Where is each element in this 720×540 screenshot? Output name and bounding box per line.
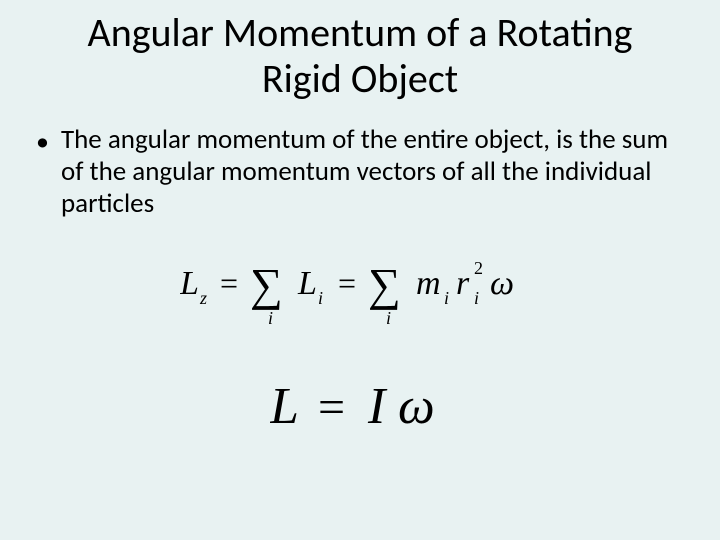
svg-text:i: i: [444, 288, 449, 308]
svg-text:∑: ∑: [368, 259, 401, 310]
bullet-marker: •: [36, 126, 49, 157]
svg-text:L: L: [270, 378, 299, 435]
svg-text:L: L: [297, 265, 317, 302]
svg-text:r: r: [456, 265, 470, 302]
svg-text:z: z: [199, 288, 207, 308]
svg-text:=: =: [318, 381, 345, 434]
svg-text:2: 2: [474, 258, 483, 278]
svg-text:m: m: [416, 265, 441, 302]
svg-text:i: i: [318, 288, 323, 308]
svg-text:=: =: [220, 265, 238, 301]
svg-text:i: i: [474, 288, 479, 308]
svg-text:I: I: [367, 378, 388, 435]
svg-text:L: L: [180, 265, 199, 302]
svg-text:i: i: [268, 308, 273, 328]
svg-text:ω: ω: [490, 265, 514, 302]
equation-l-iomega: L = I ω: [30, 373, 690, 448]
equation-sum: L z = ∑ i L i = ∑ i m i r i: [30, 250, 690, 337]
svg-text:=: =: [338, 265, 356, 301]
svg-text:i: i: [386, 308, 391, 328]
slide-title: Angular Momentum of a Rotating Rigid Obj…: [30, 10, 690, 102]
svg-text:ω: ω: [398, 378, 435, 435]
bullet-text: The angular momentum of the entire objec…: [61, 124, 671, 220]
svg-text:∑: ∑: [250, 259, 283, 310]
slide: Angular Momentum of a Rotating Rigid Obj…: [0, 0, 720, 540]
bullet-item: • The angular momentum of the entire obj…: [30, 124, 690, 220]
